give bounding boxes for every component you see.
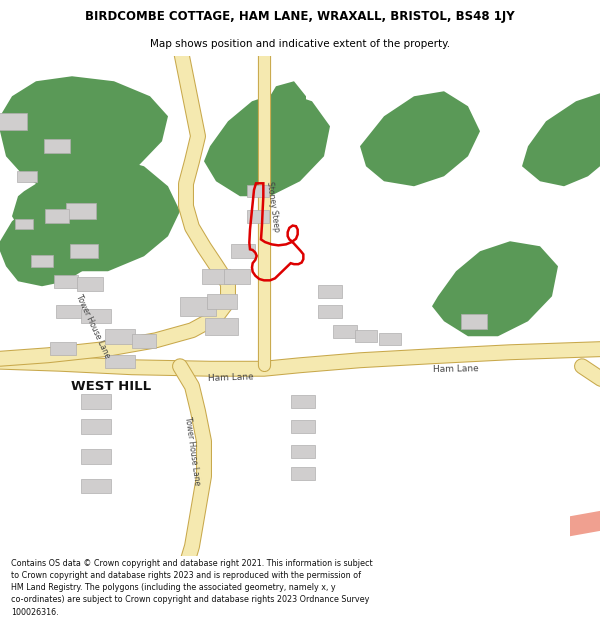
Bar	[50, 342, 76, 355]
Bar	[355, 330, 377, 342]
Bar	[205, 318, 238, 335]
Text: WEST HILL: WEST HILL	[71, 380, 151, 392]
Bar	[105, 329, 135, 344]
Bar	[66, 203, 96, 219]
Text: BIRDCOMBE COTTAGE, HAM LANE, WRAXALL, BRISTOL, BS48 1JY: BIRDCOMBE COTTAGE, HAM LANE, WRAXALL, BR…	[85, 10, 515, 23]
Bar	[81, 309, 111, 323]
Text: Tower House Lane: Tower House Lane	[183, 416, 201, 486]
Bar	[56, 305, 82, 318]
Bar	[247, 185, 269, 198]
Bar	[461, 314, 487, 329]
Text: Map shows position and indicative extent of the property.: Map shows position and indicative extent…	[150, 39, 450, 49]
Bar	[379, 332, 401, 345]
Bar	[333, 325, 357, 338]
Bar	[81, 449, 111, 464]
Bar	[132, 334, 156, 348]
Bar	[247, 210, 269, 222]
Bar	[318, 285, 342, 298]
Bar	[17, 171, 37, 182]
Text: Stoney Steep: Stoney Steep	[265, 181, 281, 232]
Bar	[291, 445, 315, 458]
Bar	[44, 139, 70, 153]
Text: Contains OS data © Crown copyright and database right 2021. This information is : Contains OS data © Crown copyright and d…	[11, 559, 373, 617]
Text: Ham Lane: Ham Lane	[208, 372, 254, 382]
Polygon shape	[0, 76, 168, 196]
Bar	[291, 468, 315, 480]
Bar	[0, 112, 27, 130]
Bar	[291, 395, 315, 408]
Text: Ham Lane: Ham Lane	[433, 364, 479, 374]
Polygon shape	[12, 156, 180, 271]
Bar	[15, 219, 33, 229]
Bar	[81, 479, 111, 493]
Polygon shape	[252, 81, 306, 146]
Polygon shape	[522, 91, 600, 186]
Bar	[70, 244, 98, 258]
Bar	[318, 305, 342, 318]
Polygon shape	[570, 509, 600, 536]
Bar	[291, 420, 315, 432]
Bar	[231, 244, 255, 258]
Bar	[105, 355, 135, 367]
Bar	[224, 269, 250, 284]
Bar	[81, 419, 111, 434]
Bar	[202, 269, 230, 284]
Bar	[207, 294, 237, 309]
Bar	[81, 394, 111, 409]
Polygon shape	[432, 241, 558, 336]
Bar	[54, 275, 78, 288]
Polygon shape	[204, 91, 330, 196]
Bar	[77, 277, 103, 291]
Bar	[45, 209, 69, 223]
Bar	[180, 297, 216, 316]
Polygon shape	[0, 201, 102, 286]
Bar	[31, 255, 53, 268]
Polygon shape	[360, 91, 480, 186]
Text: Tower House Lane: Tower House Lane	[74, 293, 112, 359]
